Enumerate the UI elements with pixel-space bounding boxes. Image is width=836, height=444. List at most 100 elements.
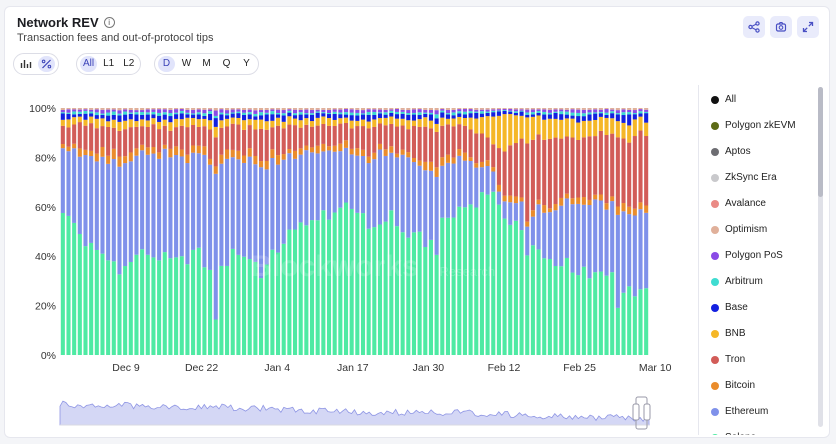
bar-segment-base [372, 114, 377, 120]
legend-item-bitcoin[interactable]: Bitcoin [711, 380, 755, 391]
bar-segment-base [360, 114, 366, 120]
bar-segment-ethereum [355, 155, 360, 213]
bar-segment-solana [525, 255, 530, 356]
bar-segment-base [304, 114, 309, 119]
bar-segment-optimism [519, 108, 524, 110]
bar-segment-bnb [77, 116, 82, 123]
bar-segment-ethereum [281, 159, 286, 244]
bar-segment-bitcoin [525, 221, 530, 227]
navigator-area [59, 400, 650, 426]
y-tick-label: 40% [35, 251, 56, 263]
filter-l2-button[interactable]: L2 [123, 58, 135, 69]
legend-item-aptos[interactable]: Aptos [711, 146, 751, 157]
bar-segment-tron [445, 124, 450, 155]
timeframe-y-button[interactable]: Y [243, 58, 250, 69]
bar-segment-solana [536, 249, 541, 356]
bar-segment-bnb [298, 120, 303, 128]
bar-segment-solana [553, 265, 558, 356]
bar-segment-polygon-pos [372, 109, 377, 112]
bar-segment-bitcoin [598, 194, 603, 201]
bar-segment-base [621, 115, 626, 123]
bar-segment-optimism [570, 108, 575, 110]
bar-segment-base [417, 115, 422, 120]
legend-label: Ethereum [725, 406, 769, 417]
legend-item-all[interactable]: All [711, 94, 736, 105]
bar-segment-optimism [440, 108, 445, 110]
bar-segment-arbitrum [479, 111, 484, 114]
bar-segment-bitcoin [185, 154, 190, 164]
bar-segment-base [128, 113, 133, 120]
bar-segment-polygon-pos [485, 109, 490, 112]
legend-item-tron[interactable]: Tron [711, 354, 745, 365]
bar-segment-solana [72, 222, 77, 356]
bar-segment-optimism [151, 108, 156, 110]
filter-all-button[interactable]: All [80, 56, 98, 72]
bar-segment-ethereum [202, 154, 207, 268]
bar-segment-bitcoin [281, 154, 286, 160]
legend-item-solana[interactable]: Solana [711, 432, 756, 435]
legend-item-optimism[interactable]: Optimism [711, 224, 767, 235]
bar-segment-solana [593, 272, 598, 356]
legend-item-avalance[interactable]: Avalance [711, 198, 766, 209]
bar-segment-base [610, 113, 615, 119]
bar-segment-base [162, 114, 167, 120]
legend-item-base[interactable]: Base [711, 302, 748, 313]
bar-segment-solana [332, 212, 337, 356]
bar-segment-optimism [191, 108, 196, 110]
bar-segment-arbitrum [94, 112, 99, 116]
bar-segment-solana [326, 219, 332, 356]
bar-segment-bnb [479, 117, 484, 134]
filter-l1-button[interactable]: L1 [103, 58, 115, 69]
bar-segment-polygon-pos [134, 110, 139, 113]
navigator-handle-left[interactable] [632, 403, 640, 421]
camera-icon[interactable] [770, 16, 792, 38]
bar-segment-ethereum [445, 162, 450, 218]
toolbar [743, 16, 819, 38]
bar-segment-bitcoin [593, 194, 598, 200]
legend-item-ethereum[interactable]: Ethereum [711, 406, 768, 417]
legend-scroll-thumb[interactable] [818, 87, 823, 197]
bar-segment-tron [355, 126, 360, 149]
bar-segment-optimism [587, 108, 592, 110]
bar-segment-tron [66, 127, 71, 147]
legend-swatch [711, 381, 719, 390]
legend-item-polygon-pos[interactable]: Polygon PoS [711, 250, 783, 261]
bar-segment-arbitrum [502, 110, 507, 111]
bar-segment-polygon-pos [349, 109, 354, 113]
bar-segment-base [117, 115, 122, 122]
legend-item-polygon-zkevm[interactable]: Polygon zkEVM [711, 120, 796, 131]
timeframe-q-button[interactable]: Q [222, 58, 231, 69]
bar-segment-arbitrum [128, 112, 133, 114]
bar-segment-optimism [576, 108, 581, 110]
bar-segment-bitcoin [644, 205, 649, 213]
bar-segment-polygon-pos [83, 109, 88, 111]
legend-item-arbitrum[interactable]: Arbitrum [711, 276, 763, 287]
timeframe-m-button[interactable]: M [202, 58, 211, 69]
chart-card: Network REV i Transaction fees and out-o… [4, 6, 830, 438]
bar-segment-bnb [530, 116, 535, 140]
bar-chart-icon[interactable] [17, 56, 35, 72]
bar-segment-ethereum [208, 164, 213, 270]
bar-segment-solana [621, 292, 626, 356]
bar-segment-bnb [564, 118, 569, 137]
navigator-handle-right[interactable] [643, 403, 651, 421]
bar-segment-ethereum [83, 155, 88, 247]
info-icon[interactable]: i [103, 17, 115, 28]
share-icon[interactable] [743, 16, 765, 38]
bar-segment-optimism [145, 108, 150, 110]
legend-item-zksync-era[interactable]: ZkSync Era [711, 172, 777, 183]
bar-segment-polygon-pos [598, 109, 603, 112]
bar-segment-solana [411, 232, 417, 356]
legend-scrollbar[interactable] [818, 87, 823, 427]
timeframe-w-button[interactable]: W [181, 58, 192, 69]
legend-item-bnb[interactable]: BNB [711, 328, 746, 339]
bar-segment-tron [162, 125, 167, 145]
bar-segment-ethereum [366, 163, 371, 229]
percent-icon[interactable] [38, 56, 55, 72]
timeframe-d-button[interactable]: D [158, 56, 175, 72]
bar-segment-optimism [434, 108, 439, 111]
bar-segment-bitcoin [372, 152, 377, 160]
bar-segment-optimism [372, 108, 377, 110]
bar-segment-ethereum [468, 160, 473, 205]
expand-icon[interactable] [797, 16, 819, 38]
